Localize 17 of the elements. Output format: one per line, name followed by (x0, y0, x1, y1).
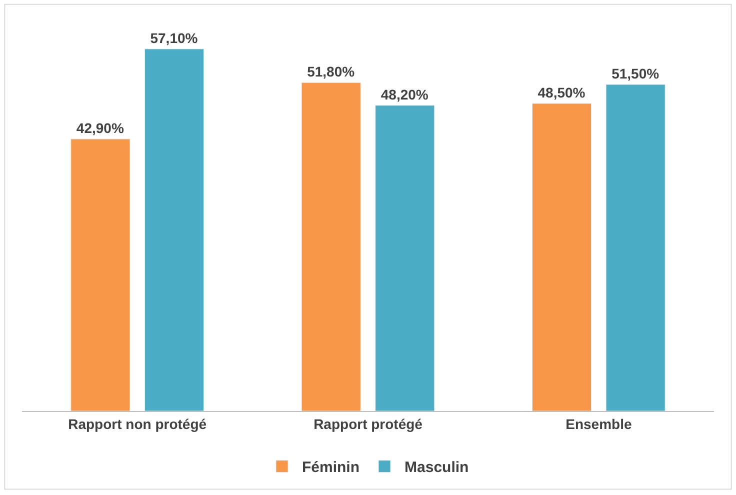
data-label: 48,20% (380, 86, 429, 102)
bar (532, 103, 592, 411)
legend-label: Masculin (404, 459, 469, 476)
bar (144, 48, 204, 411)
x-tick-label: Rapport non protégé (68, 416, 207, 432)
x-tick-label: Rapport protégé (314, 416, 423, 432)
data-label: 57,10% (150, 30, 198, 46)
data-label: 48,50% (538, 84, 586, 100)
data-label: 51,50% (612, 65, 660, 82)
bar (301, 82, 361, 411)
bar (70, 138, 130, 411)
bar (606, 84, 666, 411)
data-label: 51,80% (307, 64, 356, 80)
x-tick-label: Ensemble (566, 416, 632, 432)
data-label: 42,90% (76, 120, 124, 136)
legend-label: Féminin (302, 459, 360, 476)
bar (375, 105, 435, 411)
